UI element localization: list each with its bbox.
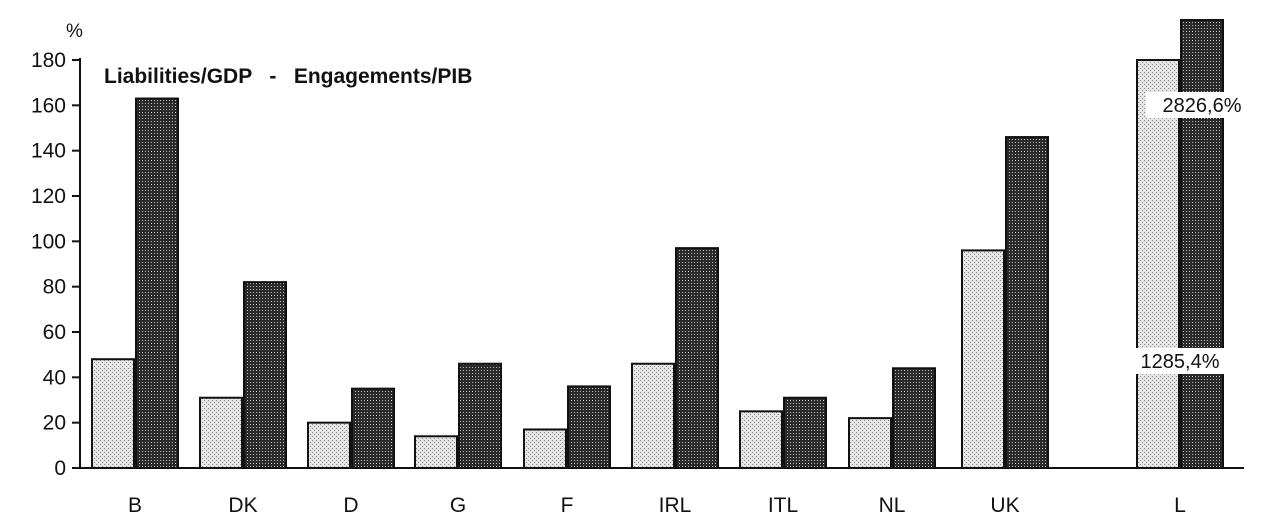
bar-b-series-1 (91, 358, 135, 470)
chart-title: Liabilities/GDP - Engagements/PIB (104, 65, 472, 88)
category-label: DK (228, 494, 257, 517)
annotations: 2826,6% 1285,4% (1124, 92, 1258, 374)
bar-d-series-2 (351, 387, 395, 469)
category-label: D (343, 494, 358, 517)
y-tick-label: 40 (43, 366, 66, 389)
y-tick-label: 80 (43, 276, 66, 299)
data-label-bg (1146, 92, 1258, 118)
category-label: B (128, 494, 142, 517)
bar-g-series-1 (414, 435, 458, 469)
bar-d-series-1 (307, 421, 351, 469)
bar-l-series-1 (1136, 59, 1180, 469)
data-label: 1285,4% (1141, 351, 1220, 373)
bar-nl-series-1 (848, 417, 892, 469)
x-axis-labels: B DK D G F IRL ITL NL UK L (128, 494, 1186, 517)
bar-dk-series-2 (243, 281, 287, 469)
y-tick-label: 0 (54, 457, 66, 480)
y-tick-label: 60 (43, 321, 66, 344)
category-label: IRL (659, 494, 692, 517)
y-tick-label: 20 (43, 412, 66, 435)
data-label: 2826,6% (1163, 95, 1242, 117)
y-axis-unit: % (66, 21, 83, 42)
bar-l-series-2 (1180, 19, 1224, 469)
bar-irl-series-2 (675, 247, 719, 469)
data-label-bg (1124, 348, 1236, 374)
y-tick-label: 160 (31, 94, 66, 117)
bar-itl-series-2 (783, 396, 827, 470)
bar-b-series-2 (135, 97, 179, 470)
bar-irl-series-1 (631, 362, 675, 470)
category-label: UK (990, 494, 1019, 517)
category-label: ITL (768, 494, 798, 517)
category-label: L (1174, 494, 1186, 517)
bar-f-series-1 (523, 428, 567, 470)
category-label: F (561, 494, 574, 517)
bar-f-series-2 (567, 385, 611, 469)
y-tick-label: 180 (31, 49, 66, 72)
category-label: NL (879, 494, 906, 517)
bar-uk-series-1 (961, 249, 1005, 469)
bar-nl-series-2 (892, 367, 936, 469)
y-tick-label: 140 (31, 140, 66, 163)
category-label: G (450, 494, 466, 517)
bar-uk-series-2 (1005, 136, 1049, 469)
bar-g-series-2 (458, 362, 502, 470)
y-tick-label: 100 (31, 230, 66, 253)
bar-dk-series-1 (199, 396, 243, 470)
bar-itl-series-1 (739, 410, 783, 470)
y-tick-label: 120 (31, 185, 66, 208)
